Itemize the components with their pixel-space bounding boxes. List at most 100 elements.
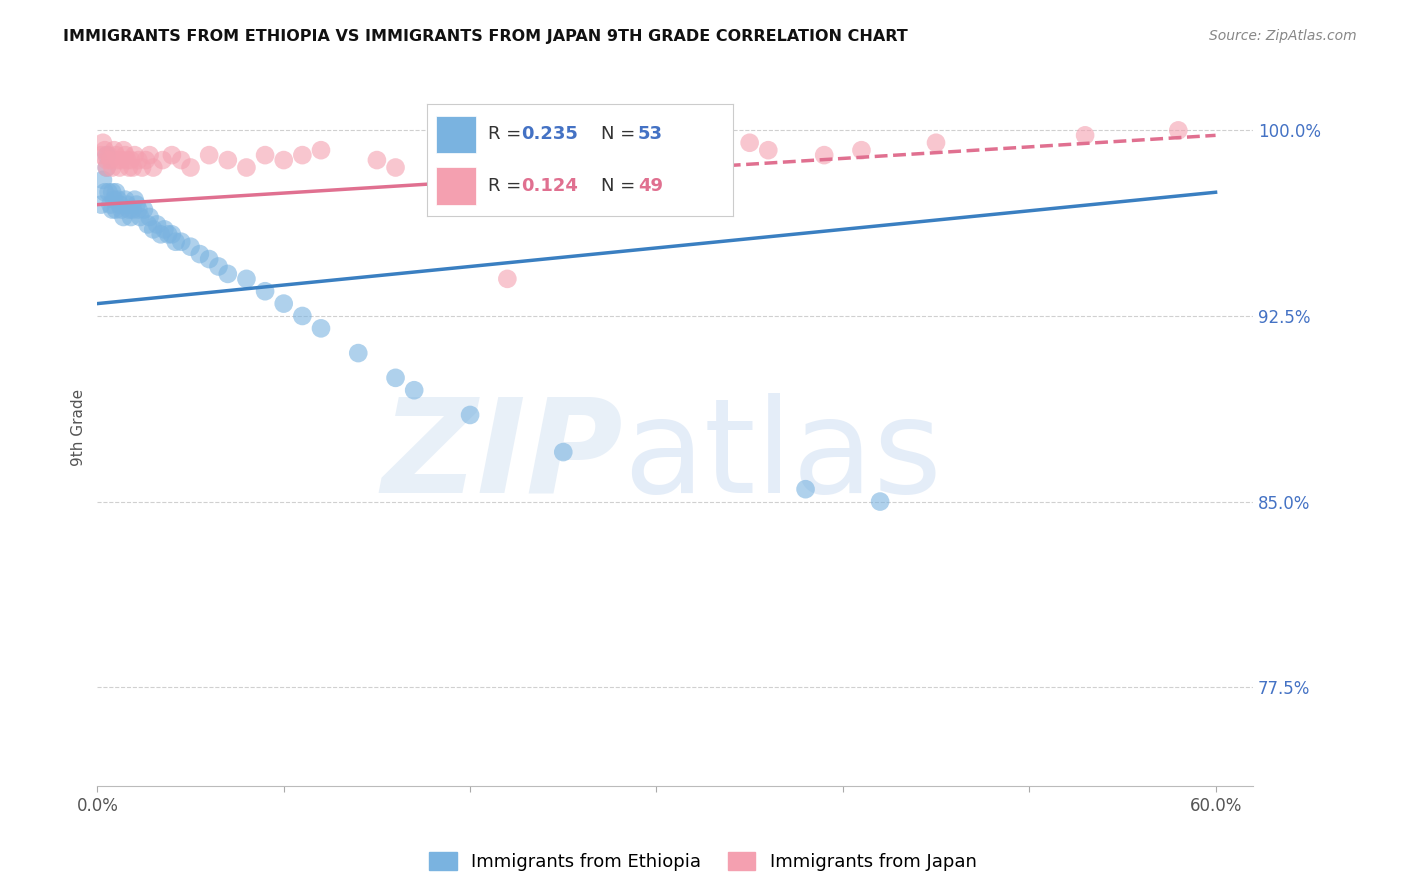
- Point: [756, 143, 779, 157]
- Point: [97, 186, 120, 200]
- Point: [1167, 123, 1189, 137]
- Point: [100, 153, 122, 167]
- Point: [309, 321, 332, 335]
- Point: [738, 136, 761, 150]
- Point: [153, 222, 176, 236]
- Point: [94, 143, 117, 157]
- Point: [118, 202, 141, 217]
- Point: [813, 148, 835, 162]
- Point: [131, 161, 153, 175]
- Text: ZIP: ZIP: [381, 392, 623, 519]
- Point: [458, 153, 481, 167]
- Point: [142, 161, 165, 175]
- Point: [138, 148, 160, 162]
- Point: [160, 227, 183, 242]
- Point: [112, 143, 135, 157]
- Point: [107, 193, 129, 207]
- Point: [309, 143, 332, 157]
- Point: [142, 222, 165, 236]
- Point: [217, 153, 239, 167]
- Point: [103, 143, 125, 157]
- Point: [207, 260, 229, 274]
- Point: [107, 153, 129, 167]
- Point: [125, 197, 148, 211]
- Point: [91, 136, 114, 150]
- Point: [925, 136, 948, 150]
- Point: [96, 148, 118, 162]
- Point: [124, 193, 146, 207]
- Point: [869, 494, 891, 508]
- Point: [291, 309, 314, 323]
- Point: [94, 186, 117, 200]
- Point: [127, 153, 149, 167]
- Point: [127, 202, 149, 217]
- Point: [291, 148, 314, 162]
- Point: [254, 284, 277, 298]
- Point: [114, 148, 136, 162]
- Point: [129, 210, 152, 224]
- Point: [198, 148, 221, 162]
- Point: [91, 173, 114, 187]
- Point: [110, 202, 132, 217]
- Point: [152, 153, 174, 167]
- Point: [135, 153, 157, 167]
- Point: [96, 153, 118, 167]
- Point: [96, 161, 118, 175]
- Point: [607, 148, 630, 162]
- Point: [851, 143, 873, 157]
- Point: [347, 346, 370, 360]
- Point: [496, 272, 519, 286]
- Point: [132, 202, 155, 217]
- Text: IMMIGRANTS FROM ETHIOPIA VS IMMIGRANTS FROM JAPAN 9TH GRADE CORRELATION CHART: IMMIGRANTS FROM ETHIOPIA VS IMMIGRANTS F…: [63, 29, 908, 44]
- Point: [120, 153, 142, 167]
- Point: [235, 161, 257, 175]
- Y-axis label: 9th Grade: 9th Grade: [72, 389, 86, 466]
- Point: [235, 272, 257, 286]
- Point: [157, 227, 180, 242]
- Point: [366, 153, 388, 167]
- Point: [104, 148, 127, 162]
- Point: [101, 186, 124, 200]
- Point: [553, 445, 575, 459]
- Point: [146, 218, 169, 232]
- Point: [404, 383, 426, 397]
- Point: [180, 161, 202, 175]
- Point: [120, 210, 142, 224]
- Point: [104, 186, 127, 200]
- Point: [121, 161, 143, 175]
- Point: [90, 197, 112, 211]
- Point: [118, 161, 141, 175]
- Text: atlas: atlas: [623, 392, 942, 519]
- Point: [384, 161, 406, 175]
- Point: [217, 267, 239, 281]
- Point: [97, 148, 120, 162]
- Point: [165, 235, 187, 249]
- Point: [138, 210, 160, 224]
- Text: Source: ZipAtlas.com: Source: ZipAtlas.com: [1209, 29, 1357, 43]
- Point: [794, 482, 817, 496]
- Point: [115, 153, 138, 167]
- Point: [124, 148, 146, 162]
- Point: [100, 197, 122, 211]
- Point: [136, 218, 159, 232]
- Point: [384, 371, 406, 385]
- Point: [115, 197, 138, 211]
- Point: [180, 240, 202, 254]
- Point: [440, 148, 463, 162]
- Point: [149, 227, 172, 242]
- Point: [273, 296, 295, 310]
- Point: [188, 247, 211, 261]
- Point: [170, 153, 193, 167]
- Point: [90, 148, 112, 162]
- Point: [121, 202, 143, 217]
- Point: [198, 252, 221, 266]
- Point: [254, 148, 277, 162]
- Point: [160, 148, 183, 162]
- Point: [458, 408, 481, 422]
- Point: [96, 161, 118, 175]
- Point: [114, 193, 136, 207]
- Point: [104, 202, 127, 217]
- Point: [108, 161, 131, 175]
- Point: [101, 202, 124, 217]
- Legend: Immigrants from Ethiopia, Immigrants from Japan: Immigrants from Ethiopia, Immigrants fro…: [422, 845, 984, 879]
